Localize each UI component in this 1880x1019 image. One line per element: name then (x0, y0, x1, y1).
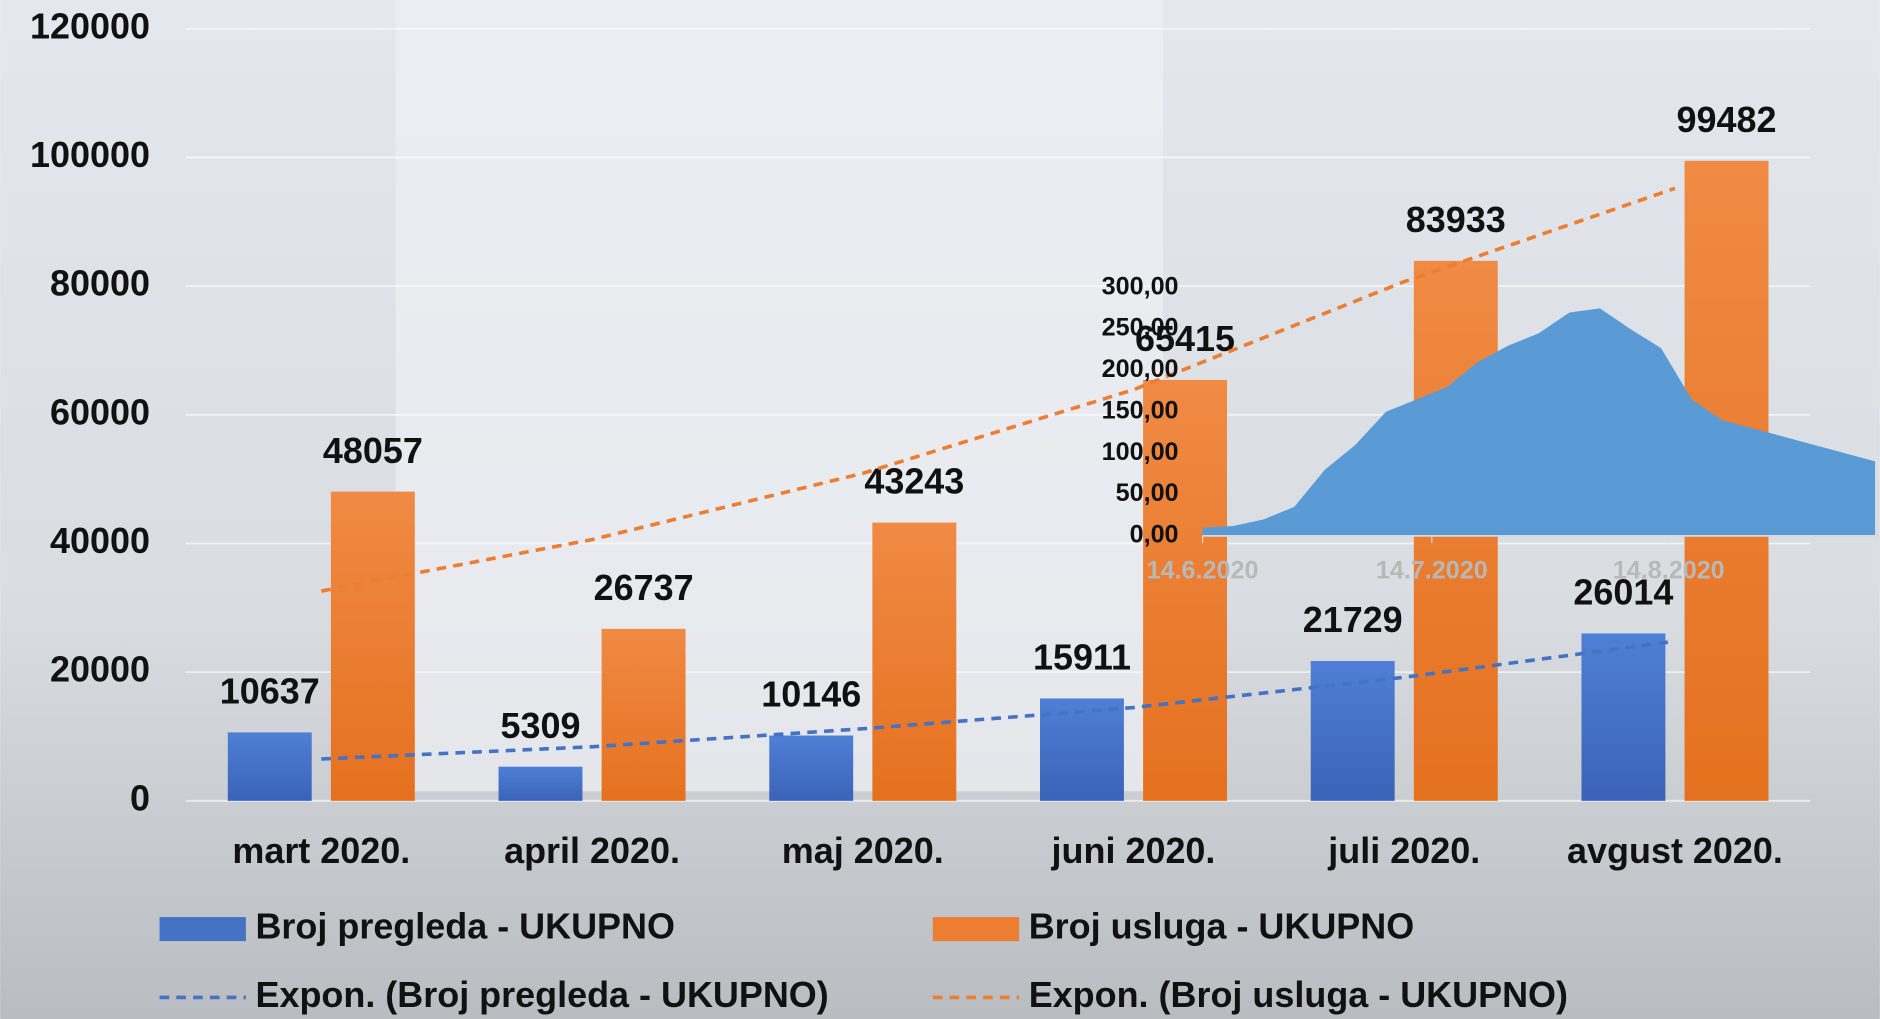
x-tick-label: juni 2020. (1051, 830, 1216, 871)
x-tick-label: avgust 2020. (1567, 830, 1783, 871)
trendline (321, 639, 1676, 761)
y-tick-label: 60000 (50, 391, 150, 432)
data-label: 26737 (594, 567, 694, 608)
bar (1143, 379, 1228, 801)
legend-label: Expon. (Broj usluga - UKUPNO) (1029, 974, 1568, 1015)
inset-x-tick-label: 14.6.2020 (1147, 556, 1259, 584)
y-tick-label: 100000 (30, 134, 150, 175)
inset-y-tick-label: 300,00 (1102, 272, 1179, 300)
trendline (320, 186, 1676, 593)
x-tick-label: april 2020. (504, 830, 680, 871)
legend-label: Expon. (Broj pregleda - UKUPNO) (255, 974, 828, 1015)
data-label: 21729 (1303, 599, 1403, 640)
y-tick-label: 20000 (50, 649, 150, 690)
legend-label: Broj pregleda - UKUPNO (255, 906, 675, 947)
y-tick-label: 0 (130, 777, 150, 818)
legend-label: Broj usluga - UKUPNO (1029, 906, 1415, 947)
bar (227, 732, 312, 801)
data-label: 10146 (761, 674, 861, 715)
bar (1310, 661, 1395, 801)
bar (872, 522, 957, 801)
y-tick-label: 80000 (50, 263, 150, 304)
bar (601, 628, 686, 801)
x-tick-label: maj 2020. (782, 830, 944, 871)
bar (1040, 698, 1124, 801)
bar (498, 766, 583, 801)
inset-x-tick-label: 14.8.2020 (1613, 556, 1725, 584)
inset-y-tick-label: 100,00 (1102, 438, 1179, 466)
data-label: 99482 (1677, 99, 1777, 140)
inset-y-tick-label: 150,00 (1102, 396, 1179, 424)
data-label: 48057 (323, 430, 423, 471)
legend-swatch (159, 917, 246, 942)
x-tick-label: juli 2020. (1327, 830, 1480, 871)
bar (769, 735, 854, 801)
building (395, 0, 1163, 792)
data-label: 65415 (1135, 318, 1235, 359)
inset-y-tick-label: 50,00 (1116, 479, 1179, 507)
inset-y-tick-label: 0,00 (1130, 521, 1179, 549)
x-tick-label: mart 2020. (232, 830, 410, 871)
data-label: 10637 (220, 671, 320, 712)
y-tick-label: 120000 (30, 5, 150, 46)
y-tick-label: 40000 (50, 520, 150, 561)
inset-y-tick-label: 200,00 (1102, 355, 1179, 383)
data-label: 15911 (1033, 637, 1131, 678)
data-label: 83933 (1406, 199, 1506, 240)
legend-swatch (932, 917, 1020, 942)
bar (1581, 633, 1666, 801)
inset-x-tick-label: 14.7.2020 (1376, 556, 1488, 584)
data-label: 5309 (500, 705, 580, 746)
area (1202, 308, 1876, 536)
data-label: 26014 (1573, 572, 1673, 613)
bar (330, 491, 415, 801)
inset-y-tick-label: 250,00 (1102, 314, 1179, 342)
